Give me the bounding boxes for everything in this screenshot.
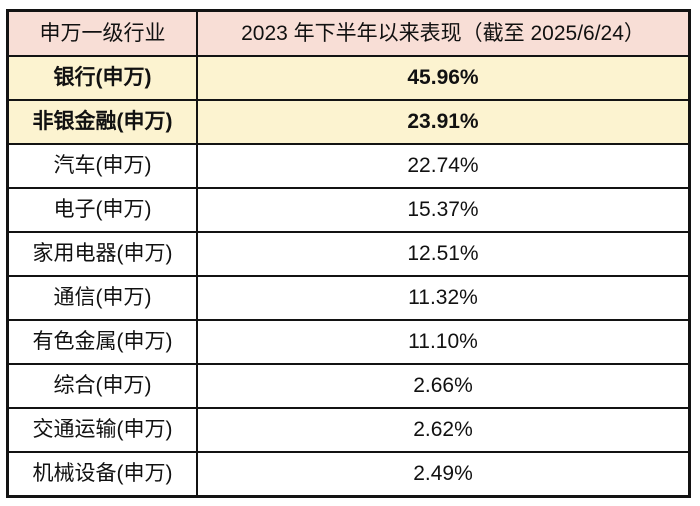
industry-cell: 机械设备(申万) [32, 462, 173, 486]
performance-cell: 11.32% [196, 277, 688, 319]
performance-cell: 2.62% [196, 409, 688, 451]
table-row: 综合(申万) 2.66% [9, 365, 688, 409]
industry-cell: 交通运输(申万) [32, 418, 173, 442]
performance-cell: 11.10% [196, 321, 688, 363]
table-row: 非银金融(申万) 23.91% [9, 101, 688, 145]
performance-cell: 12.51% [196, 233, 688, 275]
table-row: 家用电器(申万) 12.51% [9, 233, 688, 277]
table-row: 机械设备(申万) 2.49% [9, 453, 688, 495]
industry-cell: 非银金融(申万) [32, 110, 173, 134]
industry-cell: 电子(申万) [53, 198, 152, 222]
header-industry-column: 申万一级行业 [39, 21, 166, 45]
header-performance-column: 2023 年下半年以来表现（截至 2025/6/24） [196, 12, 688, 55]
performance-cell: 22.74% [196, 145, 688, 187]
table-row: 有色金属(申万) 11.10% [9, 321, 688, 365]
industry-cell: 汽车(申万) [53, 154, 152, 178]
table-row: 银行(申万) 45.96% [9, 57, 688, 101]
industry-cell: 家用电器(申万) [32, 242, 173, 266]
table-header-row: 申万一级行业 2023 年下半年以来表现（截至 2025/6/24） [9, 12, 688, 57]
table-row: 交通运输(申万) 2.62% [9, 409, 688, 453]
performance-cell: 45.96% [196, 57, 688, 99]
table-row: 通信(申万) 11.32% [9, 277, 688, 321]
performance-cell: 2.49% [196, 453, 688, 495]
performance-cell: 2.66% [196, 365, 688, 407]
industry-performance-table: 申万一级行业 2023 年下半年以来表现（截至 2025/6/24） 银行(申万… [6, 9, 691, 498]
performance-cell: 23.91% [196, 101, 688, 143]
table-body: 银行(申万) 45.96% 非银金融(申万) 23.91% 汽车(申万) 22.74% 电子… [9, 57, 688, 495]
industry-cell: 通信(申万) [53, 286, 152, 310]
performance-cell: 15.37% [196, 189, 688, 231]
table-row: 电子(申万) 15.37% [9, 189, 688, 233]
table-row: 汽车(申万) 22.74% [9, 145, 688, 189]
industry-cell: 有色金属(申万) [32, 330, 173, 354]
industry-cell: 综合(申万) [53, 374, 152, 398]
industry-cell: 银行(申万) [53, 66, 152, 90]
